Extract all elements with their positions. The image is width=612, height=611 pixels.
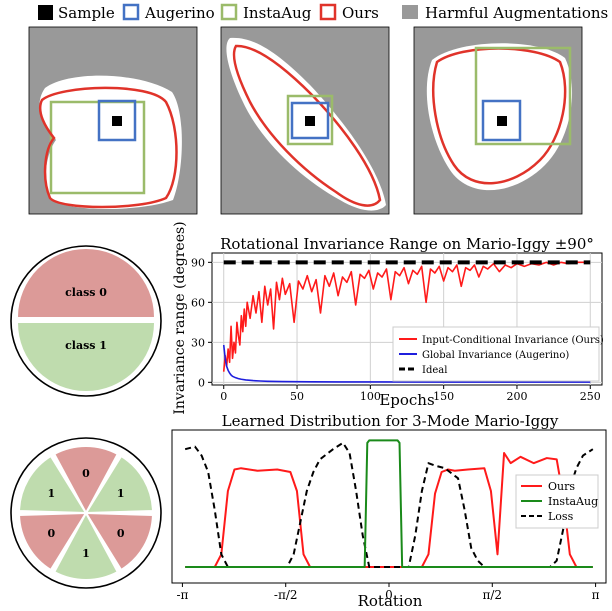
pie-sector-label-3: 1 [82,547,90,560]
legend-label-sample: Sample [58,4,115,22]
chart1-xtick-label-1: 50 [290,390,304,403]
chart2-title: Learned Distribution for 3-Mode Mario-Ig… [222,412,559,430]
chart2-xtick-label-2: 0 [385,588,393,602]
chart1-legend: Input-Conditional Invariance (Ours) Glob… [392,326,604,382]
chart2-legend-label-instaaug: InstaAug [548,495,598,508]
chart1-ylabel: Invariance range (degrees) [172,221,188,414]
legend-swatch-harmful [402,5,418,19]
pie-sector-0 [52,445,120,516]
chart1-xlabel: Epochs [379,391,434,409]
chart1-ytick-label-1: 30 [191,336,205,349]
top-legend: Sample Augerino InstaAug Ours Harmful Au… [38,3,608,22]
pie-sectors: 0 1 0 1 0 1 [18,445,155,581]
chart2-xtick-label-4: π [592,588,600,602]
ours-region [432,47,567,185]
chart1-series-0 [222,261,589,372]
chart1-ytick-label-3: 90 [191,256,205,269]
chart1-title: Rotational Invariance Range on Mario-Igg… [220,235,594,253]
chart1-xtick-label-0: 0 [220,390,227,403]
chart2-series-1 [185,439,593,568]
chart1-ytick-label-2: 60 [191,296,205,309]
chart1-xtick-label-5: 250 [580,390,601,403]
instaaug-box [49,100,146,195]
pie-sector-3 [52,510,120,581]
sample-marker [112,116,122,126]
legend-swatch-augerino [122,3,140,21]
legend-swatch-sample [38,5,53,20]
chart1-legend-label-ideal: Ideal [422,365,447,376]
ours-region [232,44,382,207]
sample-marker [497,116,507,126]
pie-sector-label-0: 0 [82,467,90,480]
aug-panel-3 [413,26,583,215]
pie-label-class0: class 0 [65,286,107,299]
chart1-xtick-label-3: 150 [433,390,454,403]
aug-panel-2 [220,26,390,215]
chart2-xtick-label-0: -π [176,588,188,602]
pie-sector-4 [18,511,88,572]
chart2-series [184,439,594,568]
pie-sector-class1 [18,323,154,391]
legend-label-augerino: Augerino [144,4,215,22]
chart2-legend: Ours InstaAug Loss [515,474,599,529]
augerino-box [481,99,522,142]
chart1-series-1 [222,344,591,383]
chart1-legend-box [392,326,600,382]
pie-two-class: class 0 class 1 [10,245,162,397]
chart1-xtick-label-4: 200 [506,390,527,403]
pie-sector-label-4: 0 [48,527,56,540]
chart-invariance: 0 50 100 150 200 250 0 30 60 90 Rotational Invari… [172,221,604,414]
legend-label-harmful: Harmful Augmentations [425,4,608,22]
instaaug-box [286,94,334,146]
chart1-legend-label-ours: Input-Conditional Invariance (Ours) [422,335,604,346]
chart1-xtick-label-2: 100 [360,390,381,403]
chart2-ticks: -π -π/2 0 π/2 π [176,583,600,602]
instaaug-box [474,46,572,146]
chart1-series [222,260,591,383]
legend-label-ours: Ours [342,4,379,22]
chart-distribution: -π -π/2 0 π/2 π Learned Distribution for 3-M… [171,412,607,610]
pie-label-class1: class 1 [65,339,107,352]
legend-swatch-ours [319,3,337,21]
legend-label-instaaug: InstaAug [243,4,312,22]
chart1-ticks: 0 50 100 150 200 250 0 30 60 90 [191,256,601,403]
pie-sector-2 [84,511,155,572]
pie-sector-label-5: 1 [48,487,56,500]
pie-sector-label-1: 1 [117,487,125,500]
chart2-xtick-label-3: π/2 [483,588,503,602]
pie-sector-label-2: 0 [117,527,125,540]
ours-region [38,86,178,209]
pie-sector-1 [84,454,155,515]
chart2-series-0 [185,452,593,568]
pie-sector-5 [18,454,88,515]
chart2-xlabel: Rotation [358,592,423,610]
chart1-legend-label-augerino: Global Invariance (Augerino) [422,350,569,361]
chart2-legend-label-loss: Loss [548,510,574,523]
chart1-ytick-label-0: 0 [198,376,205,389]
safe-region-blob [39,75,182,209]
augerino-box [290,101,330,140]
pie-sector-class0 [18,249,154,317]
augerino-box [97,99,137,142]
legend-swatch-instaaug [220,3,238,21]
chart2-xtick-label-1: -π/2 [274,588,298,602]
chart2-legend-label-ours: Ours [548,480,575,493]
aug-panel-1 [28,26,198,215]
sample-marker [305,116,315,126]
pie-six-sector: 0 1 0 1 0 1 [10,437,162,589]
